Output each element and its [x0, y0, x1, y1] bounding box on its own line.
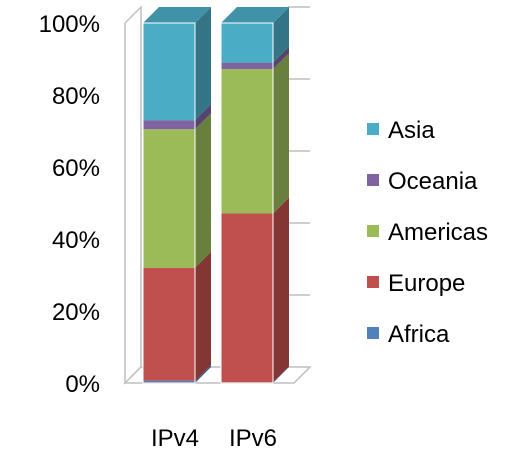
bar-segment-side	[195, 364, 211, 383]
legend-label: Africa	[388, 321, 450, 348]
bar-segment-side	[195, 251, 211, 381]
legend: Asia Oceania Americas Europe Africa	[367, 117, 488, 348]
bar-segment	[221, 69, 273, 214]
legend-swatch	[367, 174, 379, 186]
bar-segment	[221, 62, 273, 70]
bar-stack	[220, 7, 289, 384]
bar-top	[143, 7, 211, 23]
bar-segment-side	[195, 104, 211, 130]
y-tick-label: 0%	[65, 371, 100, 398]
legend-item: Europe	[367, 270, 465, 297]
bar-segment-side	[273, 53, 289, 214]
x-tick-label: IPv6	[229, 425, 277, 449]
bar-segment-side	[195, 7, 211, 121]
y-tick-label: 40%	[52, 227, 100, 254]
bars	[142, 7, 289, 384]
bar-segment-side	[195, 113, 211, 268]
bar-outline	[220, 22, 274, 384]
legend-swatch	[367, 225, 379, 237]
bar-segment	[143, 120, 195, 130]
y-tick-label: 80%	[52, 83, 100, 110]
x-axis-labels: IPv4 IPv6	[151, 425, 277, 449]
side-wall	[124, 5, 142, 385]
legend-item: Americas	[367, 219, 488, 246]
y-tick-label: 60%	[52, 155, 100, 182]
bar-outline	[142, 22, 196, 384]
bar-segment	[143, 23, 195, 121]
bar-segment-side	[273, 366, 289, 383]
legend-item: Africa	[367, 321, 450, 348]
bar-stack	[142, 7, 211, 384]
bar-segment	[143, 267, 195, 381]
legend-label: Asia	[388, 117, 435, 144]
x-tick-label: IPv4	[151, 425, 199, 449]
bar-segment	[143, 129, 195, 268]
legend-swatch	[367, 327, 379, 339]
bar-segment-side	[273, 7, 289, 63]
bar-segment	[221, 23, 273, 63]
legend-item: Asia	[367, 117, 435, 144]
bar-segment	[143, 380, 195, 383]
y-tick-label: 20%	[52, 299, 100, 326]
bar-segment-side	[273, 46, 289, 70]
legend-label: Europe	[388, 270, 465, 297]
legend-label: Americas	[388, 219, 488, 246]
legend-item: Oceania	[367, 168, 478, 195]
legend-swatch	[367, 276, 379, 288]
y-axis-ticks: 0% 20% 40% 60% 80% 100%	[39, 11, 100, 398]
bar-top	[221, 7, 289, 23]
bar-segment-side	[273, 197, 289, 383]
legend-label: Oceania	[388, 168, 478, 195]
legend-swatch	[367, 123, 379, 135]
bar-segment	[221, 213, 273, 383]
y-tick-label: 100%	[39, 11, 100, 38]
